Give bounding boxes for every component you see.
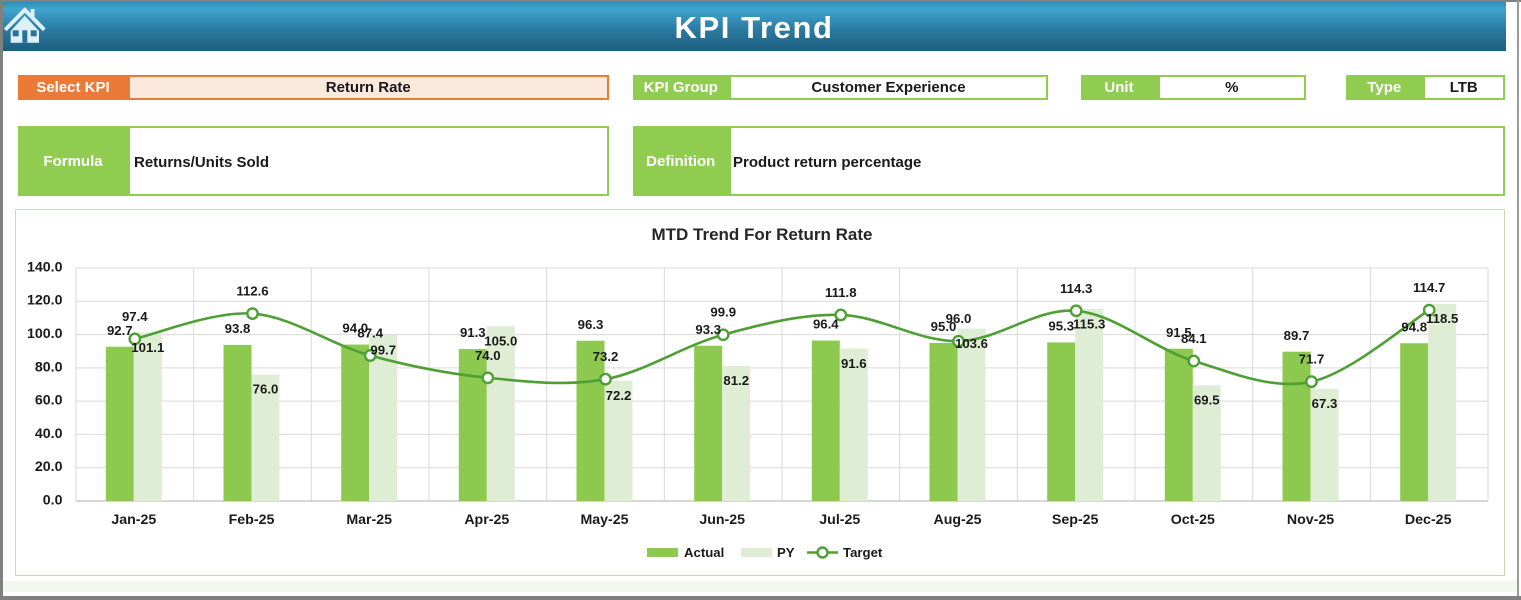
svg-text:Sep-25: Sep-25 [1052,512,1099,528]
svg-text:0.0: 0.0 [43,492,63,508]
svg-text:140.0: 140.0 [27,259,63,275]
svg-text:Actual: Actual [684,545,724,560]
svg-text:76.0: 76.0 [253,382,279,397]
svg-text:99.9: 99.9 [710,305,736,320]
svg-text:Target: Target [843,545,883,560]
svg-text:91.5: 91.5 [1166,325,1192,340]
svg-text:40.0: 40.0 [35,426,63,442]
svg-text:120.0: 120.0 [27,293,63,309]
svg-text:Apr-25: Apr-25 [464,512,509,528]
svg-text:60.0: 60.0 [35,393,63,409]
svg-text:92.7: 92.7 [107,323,133,338]
svg-text:Jan-25: Jan-25 [111,512,156,528]
svg-text:96.4: 96.4 [813,317,839,332]
svg-text:114.3: 114.3 [1060,281,1092,296]
svg-text:87.4: 87.4 [357,326,383,341]
svg-text:Jun-25: Jun-25 [699,512,745,528]
svg-text:95.0: 95.0 [931,319,957,334]
svg-text:112.6: 112.6 [236,284,268,299]
svg-text:103.6: 103.6 [955,336,988,351]
svg-text:118.5: 118.5 [1426,311,1458,326]
svg-text:PY: PY [777,545,795,560]
svg-text:91.3: 91.3 [460,325,486,340]
svg-text:94.8: 94.8 [1401,319,1427,334]
svg-text:111.8: 111.8 [825,285,857,300]
svg-text:67.3: 67.3 [1312,396,1338,411]
svg-text:114.7: 114.7 [1413,280,1445,295]
svg-text:69.5: 69.5 [1194,393,1220,408]
svg-text:97.4: 97.4 [122,309,148,324]
svg-text:94.0: 94.0 [342,321,368,336]
svg-text:Nov-25: Nov-25 [1287,512,1334,528]
svg-text:20.0: 20.0 [35,459,63,475]
svg-text:93.3: 93.3 [695,322,721,337]
svg-text:115.3: 115.3 [1073,316,1105,331]
svg-text:Dec-25: Dec-25 [1405,512,1452,528]
svg-text:Oct-25: Oct-25 [1171,512,1215,528]
svg-text:73.2: 73.2 [593,349,619,364]
svg-text:72.2: 72.2 [606,388,632,403]
svg-text:74.0: 74.0 [475,348,501,363]
svg-text:89.7: 89.7 [1284,328,1310,343]
svg-text:101.1: 101.1 [131,340,164,355]
svg-text:91.6: 91.6 [841,356,867,371]
svg-text:93.8: 93.8 [225,321,251,336]
svg-text:100.0: 100.0 [27,326,63,342]
svg-text:105.0: 105.0 [484,333,517,348]
svg-text:May-25: May-25 [580,512,628,528]
svg-text:99.7: 99.7 [370,342,396,357]
svg-text:80.0: 80.0 [35,359,63,375]
svg-text:Aug-25: Aug-25 [933,512,981,528]
svg-text:Feb-25: Feb-25 [229,512,275,528]
svg-text:95.3: 95.3 [1048,319,1074,334]
svg-text:Jul-25: Jul-25 [819,512,860,528]
svg-text:81.2: 81.2 [723,373,749,388]
svg-text:Mar-25: Mar-25 [346,512,392,528]
svg-text:96.0: 96.0 [946,311,972,326]
svg-text:71.7: 71.7 [1299,352,1325,367]
svg-text:84.1: 84.1 [1181,331,1207,346]
svg-text:96.3: 96.3 [578,317,604,332]
